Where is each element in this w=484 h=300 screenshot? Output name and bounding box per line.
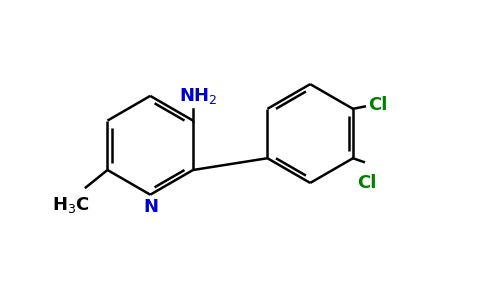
Text: Cl: Cl	[368, 96, 387, 114]
Text: H$_3$C: H$_3$C	[52, 195, 90, 215]
Text: N: N	[144, 199, 159, 217]
Text: NH$_2$: NH$_2$	[180, 86, 218, 106]
Text: Cl: Cl	[357, 174, 377, 192]
